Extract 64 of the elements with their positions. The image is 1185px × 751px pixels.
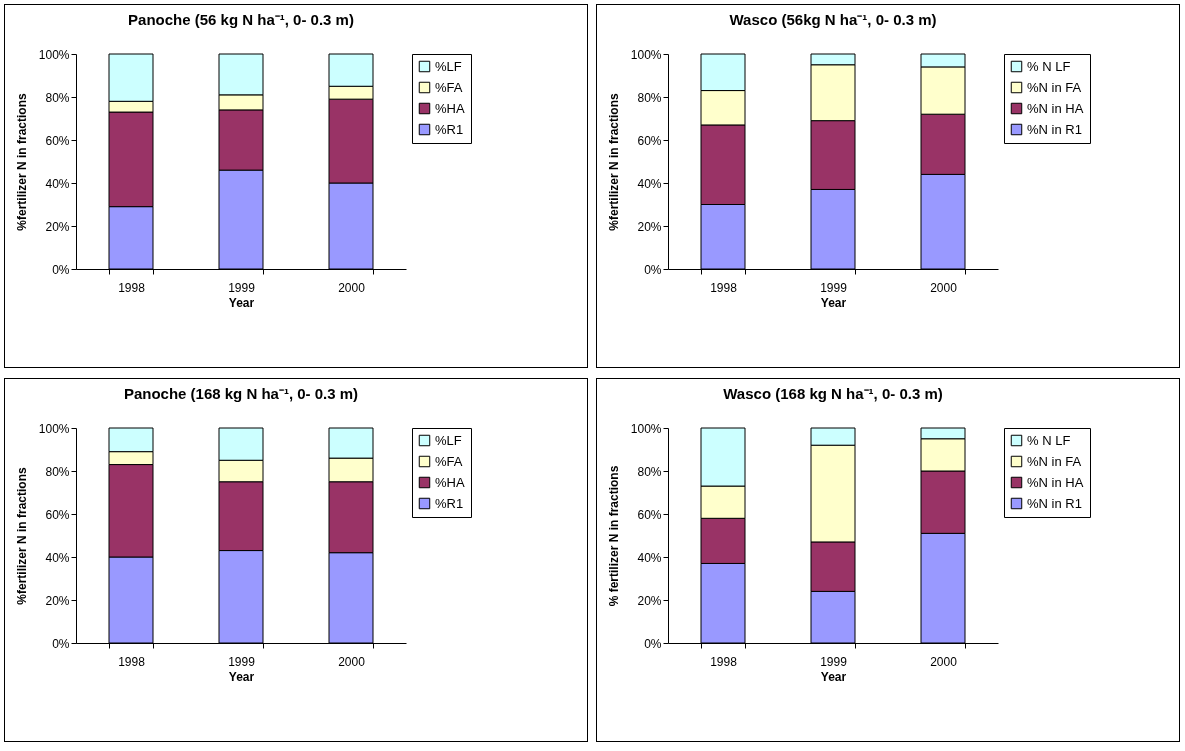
y-tick-label: 100% bbox=[630, 47, 662, 62]
x-tick-label: 1999 bbox=[228, 280, 256, 295]
x-tick-label: 2000 bbox=[930, 280, 958, 295]
x-tick-label: 1998 bbox=[118, 280, 146, 295]
y-tick-label: 40% bbox=[45, 550, 70, 565]
y-tick-label: 0% bbox=[644, 262, 662, 277]
y-tick-label: 60% bbox=[45, 507, 70, 522]
legend-label: %N in R1 bbox=[1027, 121, 1082, 137]
chart-title: Wasco (168 kg N ha⁻¹, 0- 0.3 m) bbox=[723, 385, 943, 402]
y-tick-label: 20% bbox=[637, 219, 662, 234]
x-tick-label: 1999 bbox=[820, 280, 848, 295]
legend-label: %LF bbox=[435, 432, 462, 448]
y-tick-label: 100% bbox=[38, 421, 70, 436]
chart-title: Panoche (56 kg N ha⁻¹, 0- 0.3 m) bbox=[128, 11, 354, 28]
x-axis-title: Year bbox=[228, 669, 255, 684]
y-axis-title: % fertilizer N in fractions bbox=[606, 465, 621, 607]
y-tick-label: 60% bbox=[45, 133, 70, 148]
legend-label: %N in R1 bbox=[1027, 495, 1082, 511]
legend-label: %FA bbox=[435, 79, 463, 95]
y-tick-label: 40% bbox=[45, 176, 70, 191]
x-tick-label: 1999 bbox=[820, 654, 848, 669]
y-tick-label: 20% bbox=[45, 219, 70, 234]
y-tick-label: 0% bbox=[644, 636, 662, 651]
legend-label: %N in HA bbox=[1027, 100, 1084, 116]
y-tick-label: 40% bbox=[637, 176, 662, 191]
x-axis-title: Year bbox=[820, 295, 847, 310]
legend-label: %HA bbox=[435, 100, 465, 116]
x-tick-label: 1999 bbox=[228, 654, 256, 669]
y-tick-label: 0% bbox=[52, 262, 70, 277]
chart-title: Wasco (56kg N ha⁻¹, 0- 0.3 m) bbox=[729, 11, 937, 28]
y-tick-label: 80% bbox=[45, 90, 70, 105]
y-tick-label: 100% bbox=[630, 421, 662, 436]
x-axis-title: Year bbox=[820, 669, 847, 684]
y-tick-label: 0% bbox=[52, 636, 70, 651]
legend-label: %N in FA bbox=[1027, 453, 1082, 469]
legend-label: % N LF bbox=[1027, 58, 1071, 74]
x-tick-label: 2000 bbox=[930, 654, 958, 669]
y-tick-label: 60% bbox=[637, 133, 662, 148]
legend-label: % N LF bbox=[1027, 432, 1071, 448]
legend-label: %HA bbox=[435, 474, 465, 490]
legend-label: %R1 bbox=[435, 121, 464, 137]
chart-title: Panoche (168 kg N ha⁻¹, 0- 0.3 m) bbox=[123, 385, 359, 402]
legend-label: %N in HA bbox=[1027, 474, 1084, 490]
y-axis-title: %fertilizer N in fractions bbox=[14, 93, 29, 231]
y-tick-label: 80% bbox=[637, 464, 662, 479]
legend-label: %LF bbox=[435, 58, 462, 74]
legend-label: %R1 bbox=[435, 495, 464, 511]
y-tick-label: 80% bbox=[45, 464, 70, 479]
x-axis-title: Year bbox=[228, 295, 255, 310]
y-tick-label: 20% bbox=[637, 593, 662, 608]
y-tick-label: 60% bbox=[637, 507, 662, 522]
x-tick-label: 1998 bbox=[118, 654, 146, 669]
legend-label: %FA bbox=[435, 453, 463, 469]
legend-label: %N in FA bbox=[1027, 79, 1082, 95]
x-tick-label: 2000 bbox=[338, 280, 366, 295]
y-tick-label: 40% bbox=[637, 550, 662, 565]
y-axis-title: %fertilizer N in fractions bbox=[606, 93, 621, 231]
x-tick-label: 2000 bbox=[338, 654, 366, 669]
x-tick-label: 1998 bbox=[710, 654, 738, 669]
y-tick-label: 100% bbox=[38, 47, 70, 62]
x-tick-label: 1998 bbox=[710, 280, 738, 295]
y-axis-title: %fertilizer N in fractions bbox=[14, 467, 29, 605]
y-tick-label: 20% bbox=[45, 593, 70, 608]
y-tick-label: 80% bbox=[637, 90, 662, 105]
